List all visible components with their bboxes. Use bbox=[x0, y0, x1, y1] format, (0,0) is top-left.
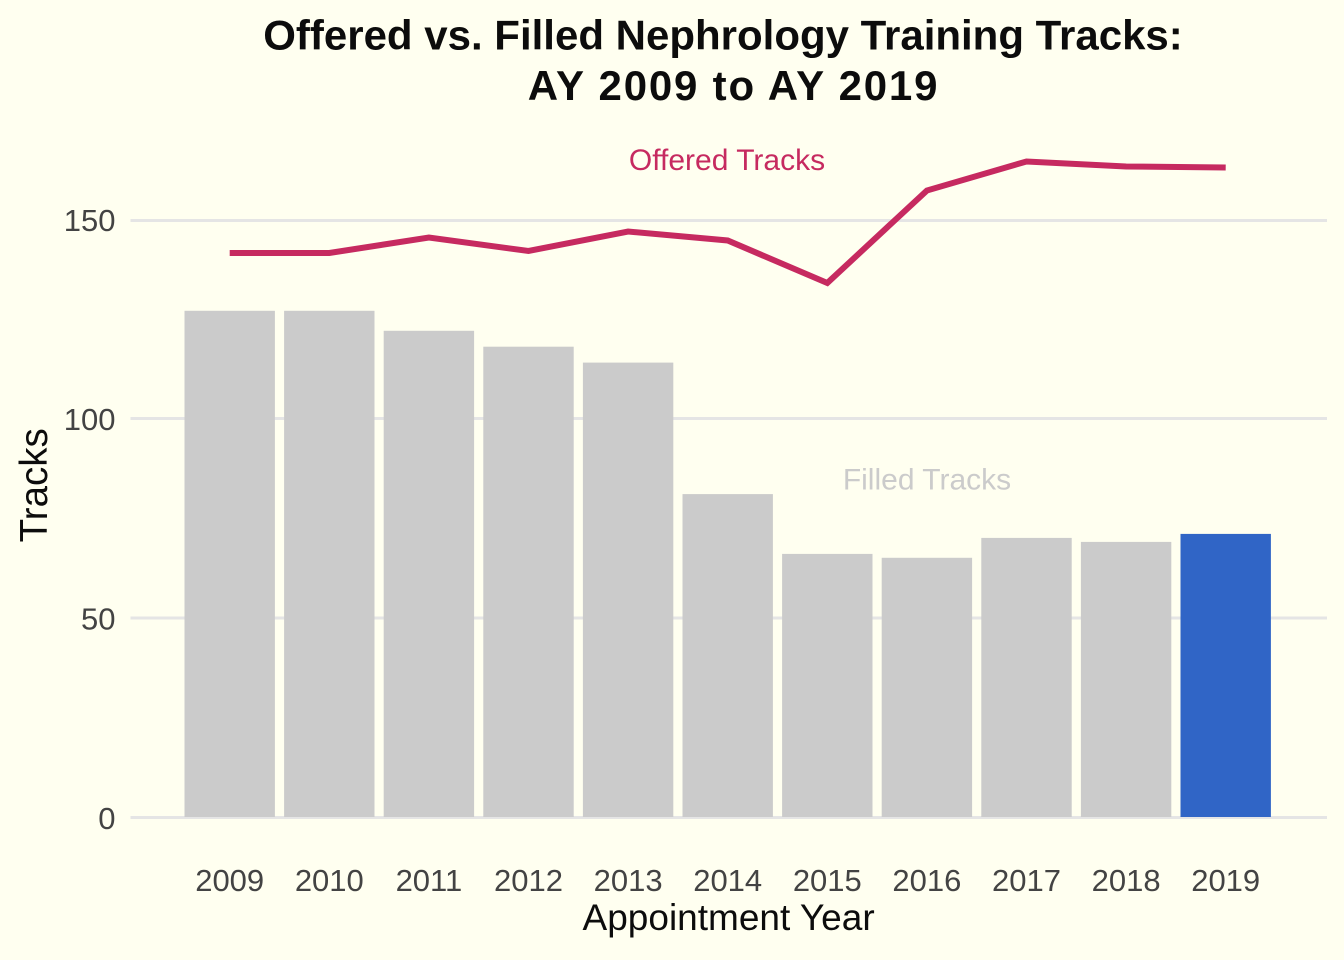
svg-text:Filled Tracks: Filled Tracks bbox=[843, 463, 1011, 496]
svg-text:Offered vs. Filled Nephrology: Offered vs. Filled Nephrology Training T… bbox=[263, 12, 1183, 59]
svg-text:2011: 2011 bbox=[396, 863, 463, 898]
svg-text:2017: 2017 bbox=[992, 863, 1061, 898]
svg-text:100: 100 bbox=[64, 402, 116, 437]
svg-text:Tracks: Tracks bbox=[13, 428, 56, 542]
svg-text:2012: 2012 bbox=[494, 863, 563, 898]
svg-text:0: 0 bbox=[98, 801, 115, 836]
svg-text:50: 50 bbox=[81, 601, 115, 636]
svg-text:150: 150 bbox=[64, 203, 116, 238]
svg-text:2018: 2018 bbox=[1092, 863, 1161, 898]
svg-text:2016: 2016 bbox=[892, 863, 961, 898]
svg-text:2010: 2010 bbox=[295, 863, 364, 898]
svg-text:Offered Tracks: Offered Tracks bbox=[629, 144, 825, 177]
svg-text:2009: 2009 bbox=[195, 863, 264, 898]
svg-text:Appointment Year: Appointment Year bbox=[583, 897, 875, 938]
svg-text:2019: 2019 bbox=[1191, 863, 1260, 898]
svg-text:2014: 2014 bbox=[693, 863, 762, 898]
svg-text:2013: 2013 bbox=[594, 863, 663, 898]
svg-text:AY 2009 to AY 2019: AY 2009 to AY 2019 bbox=[528, 62, 940, 109]
svg-text:2015: 2015 bbox=[793, 863, 862, 898]
